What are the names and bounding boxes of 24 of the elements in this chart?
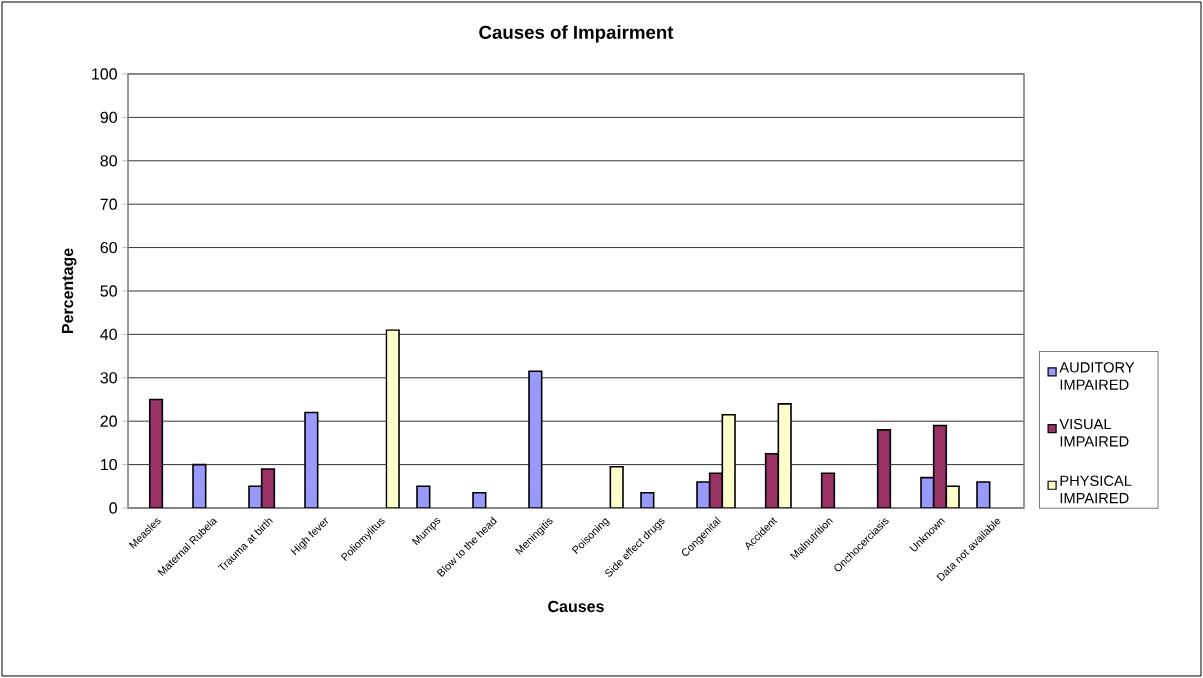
legend-label: AUDITORY IMPAIRED bbox=[1059, 362, 1135, 390]
y-tick-label: 0 bbox=[109, 502, 117, 514]
bar bbox=[876, 429, 892, 508]
y-tick-label: 20 bbox=[100, 415, 117, 427]
legend-label: VISUAL IMPAIRED bbox=[1059, 418, 1129, 447]
bar bbox=[764, 452, 780, 508]
bar bbox=[932, 424, 948, 508]
y-tick-label: 10 bbox=[101, 458, 117, 471]
y-axis-title: Percentage bbox=[62, 248, 77, 334]
y-tick-label: 30 bbox=[100, 372, 117, 384]
bar bbox=[820, 472, 836, 508]
x-axis-title: Causes bbox=[548, 600, 604, 613]
chart-title: Causes of Impairment bbox=[479, 25, 674, 43]
bar bbox=[148, 398, 164, 508]
legend-label: PHYSICAL IMPAIRED bbox=[1060, 475, 1132, 504]
bar bbox=[708, 472, 724, 508]
y-tick-label: 70 bbox=[100, 198, 117, 210]
y-tick-label: 100 bbox=[92, 68, 117, 80]
y-tick-label: 60 bbox=[100, 241, 117, 254]
y-tick-label: 50 bbox=[100, 285, 117, 297]
y-tick-label: 90 bbox=[100, 111, 117, 124]
y-tick-label: 80 bbox=[100, 155, 117, 167]
y-tick-label: 40 bbox=[100, 328, 117, 341]
bar bbox=[260, 468, 276, 508]
